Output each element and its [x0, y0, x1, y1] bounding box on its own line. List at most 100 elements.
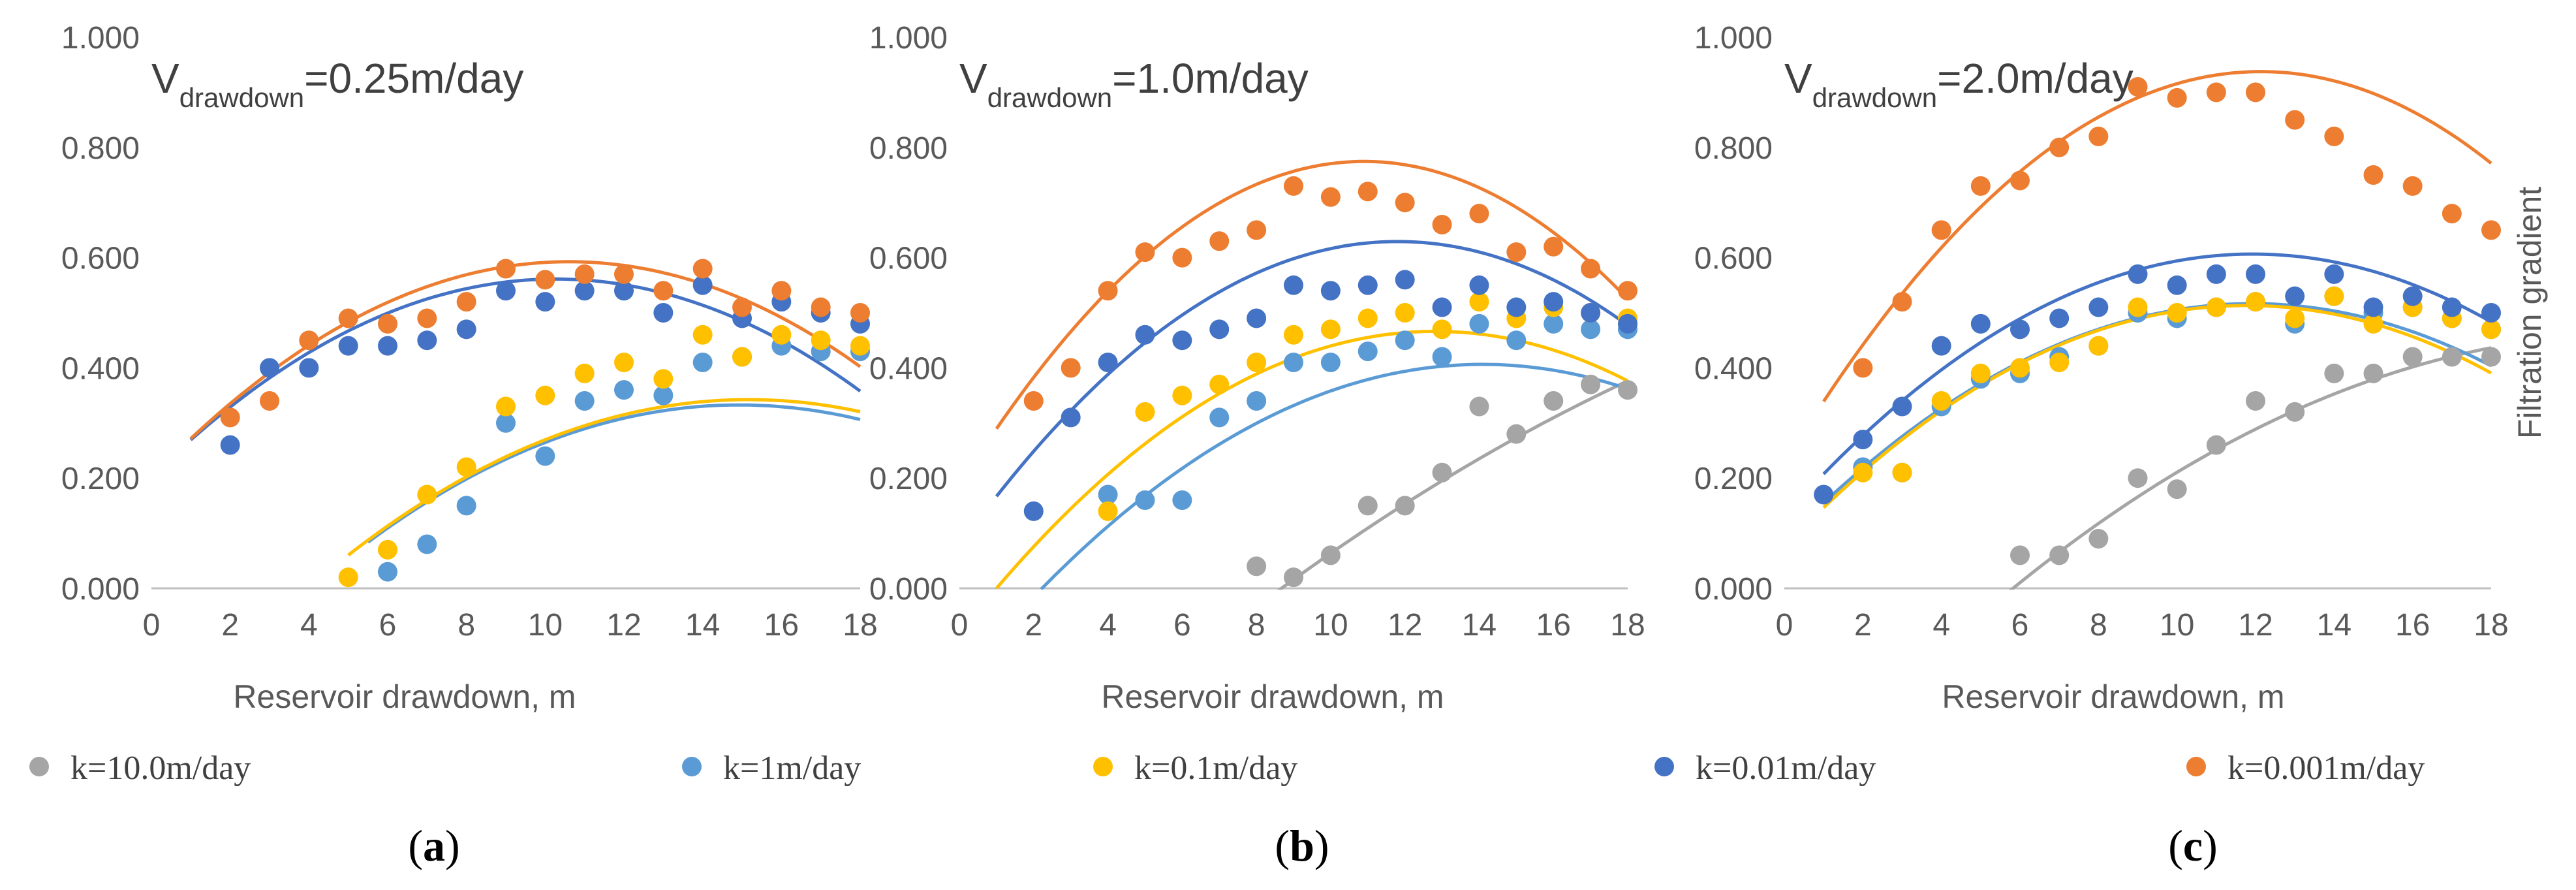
data-point-k0001: [260, 391, 279, 411]
data-point-k1: [1320, 352, 1341, 372]
data-point-k0001: [1395, 193, 1415, 213]
data-point-k01: [811, 330, 831, 351]
data-point-k01: [1432, 319, 1452, 340]
data-point-k10: [2049, 545, 2070, 565]
data-point-k1: [1172, 490, 1192, 510]
data-point-k001: [574, 281, 595, 301]
legend-marker-k0001: [2186, 757, 2206, 776]
data-point-k001: [2481, 303, 2501, 323]
data-point-k01: [456, 457, 476, 477]
legend-item-k001: k=0.01m/day: [1654, 750, 1876, 787]
data-point-k01: [732, 347, 752, 367]
y-tick-label: 0.000: [61, 572, 140, 607]
legend-label: k=10.0m/day: [70, 750, 251, 787]
legend-k: k: [70, 750, 87, 787]
data-point-k0001: [1581, 259, 1601, 279]
data-point-k1: [1432, 347, 1452, 367]
data-point-k01: [2049, 352, 2070, 372]
x-tick-label: 6: [379, 608, 397, 643]
x-tick-label: 10: [2160, 608, 2194, 643]
data-point-k0001: [811, 297, 831, 317]
data-point-k10: [1581, 374, 1601, 394]
x-tick-label: 18: [1610, 608, 1645, 643]
data-point-k0001: [220, 407, 240, 428]
trend-line-k0001: [189, 260, 861, 440]
data-point-k001: [1618, 313, 1637, 334]
data-point-k1: [1284, 352, 1303, 372]
data-point-k1: [1135, 490, 1155, 510]
data-point-k001: [653, 303, 674, 323]
data-point-k01: [2246, 292, 2265, 312]
data-point-k01: [1970, 363, 1991, 383]
panel-paren-close: ): [2203, 821, 2218, 870]
data-point-k0001: [1247, 220, 1267, 240]
data-point-k10: [2088, 529, 2109, 549]
data-point-k001: [338, 336, 358, 356]
data-point-k01: [850, 336, 870, 356]
data-point-k0001: [1023, 391, 1044, 411]
data-point-k001: [1172, 330, 1192, 351]
data-point-k01: [338, 567, 358, 588]
panel-label: (c): [2168, 821, 2218, 870]
speed-annotation: Vdrawdown=0.25m/day: [151, 55, 523, 113]
legend-item-k01: k=0.1m/day: [1093, 750, 1297, 787]
data-point-k0001: [2402, 176, 2423, 196]
data-point-k01: [1395, 303, 1415, 323]
data-point-k01: [1853, 462, 1873, 483]
legend-value: =0.001m/day: [2244, 750, 2425, 787]
trend-line-k001: [995, 240, 1629, 498]
data-point-k01: [1469, 292, 1489, 312]
x-tick-label: 0: [143, 608, 161, 643]
annotation-subscript: drawdown: [1812, 82, 1937, 113]
data-point-k0001: [1853, 358, 1873, 378]
data-point-k01: [1098, 501, 1118, 521]
data-point-k01: [771, 325, 792, 345]
data-point-k01: [1209, 374, 1230, 394]
data-point-k01: [2481, 319, 2501, 340]
x-tick-label: 14: [1462, 608, 1497, 643]
data-point-k01: [2324, 286, 2344, 306]
data-point-k1: [535, 446, 555, 466]
y-tick-label: 0.600: [61, 242, 140, 276]
data-point-k0001: [338, 308, 358, 328]
x-tick-label: 18: [843, 608, 877, 643]
data-point-k001: [220, 435, 240, 455]
annotation-main: V: [959, 55, 987, 102]
data-point-k001: [1892, 396, 1912, 417]
data-point-k01: [1284, 325, 1303, 345]
data-point-k001: [2088, 297, 2109, 317]
data-point-k1: [1395, 330, 1415, 351]
legend-marker-k001: [1654, 757, 1674, 776]
data-point-k0001: [850, 303, 870, 323]
x-axis-label: Reservoir drawdown, m: [1942, 678, 2284, 715]
speed-annotation: Vdrawdown=1.0m/day: [959, 55, 1309, 113]
legend-value: =0.01m/day: [1713, 750, 1876, 787]
data-point-k0001: [1135, 242, 1155, 262]
data-point-k01: [1358, 308, 1378, 328]
x-tick-label: 4: [300, 608, 318, 643]
annotation-main: V: [151, 55, 179, 102]
data-point-k001: [260, 358, 279, 378]
data-point-k0001: [299, 330, 319, 351]
data-point-k1: [574, 391, 595, 411]
panel-label: (a): [408, 821, 459, 870]
data-point-k001: [1135, 325, 1155, 345]
data-point-k10: [2285, 402, 2305, 422]
data-point-k1: [456, 496, 476, 516]
data-point-k001: [456, 319, 476, 340]
data-point-k01: [1892, 462, 1912, 483]
panel-paren-open: (: [408, 821, 423, 870]
x-tick-label: 16: [764, 608, 799, 643]
trend-line-k10: [1277, 379, 1629, 590]
y-tick-label: 0.800: [61, 131, 140, 166]
data-point-k001: [1247, 308, 1267, 328]
data-point-k1: [417, 534, 437, 554]
x-tick-label: 4: [1099, 608, 1117, 643]
legend-marker-k10: [29, 757, 49, 776]
data-point-k1: [1506, 330, 1527, 351]
x-tick-label: 6: [1173, 608, 1191, 643]
data-point-k0001: [2285, 110, 2305, 130]
data-point-k001: [2402, 286, 2423, 306]
data-point-k0001: [1061, 358, 1081, 378]
plot-area: [995, 159, 1637, 590]
